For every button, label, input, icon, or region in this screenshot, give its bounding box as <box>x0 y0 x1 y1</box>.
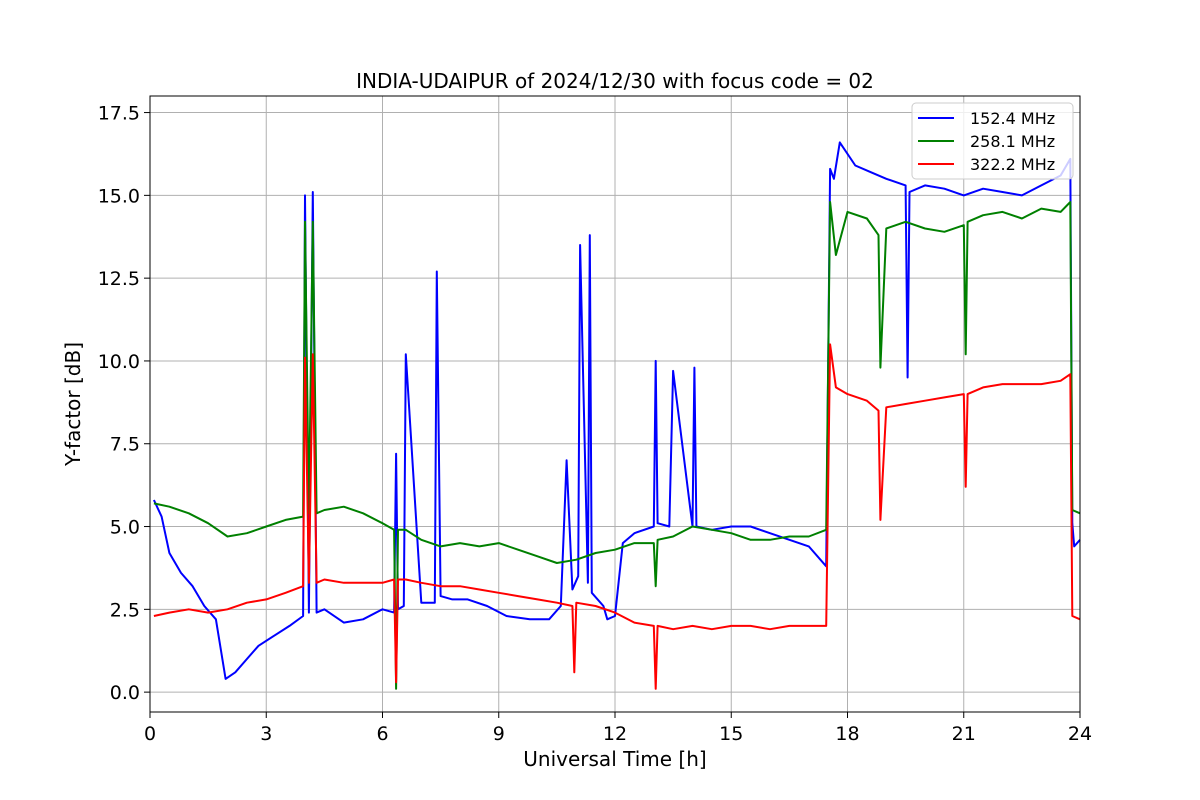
legend-box <box>911 102 1074 180</box>
y-tick-label: 12.5 <box>98 268 140 290</box>
series-line-2 <box>153 343 1081 690</box>
x-tick-label: 6 <box>376 723 388 745</box>
legend-label-0: 152.4 MHz <box>970 109 1055 128</box>
chart-title: INDIA-UDAIPUR of 2024/12/30 with focus c… <box>356 69 874 93</box>
ticks: 0 3 6 9 12 15 18 21 24 0.0 2.5 5.0 7.5 10.0 12.5 15.0 17… <box>98 103 1092 745</box>
legend-label-1: 258.1 MHz <box>970 132 1055 151</box>
series-layer <box>152 141 1081 690</box>
y-tick-label: 17.5 <box>98 103 140 125</box>
legend: 152.4 MHz 258.1 MHz 322.2 MHz <box>911 102 1074 180</box>
x-tick-label: 18 <box>835 723 859 745</box>
y-axis-label: Y-factor [dB] <box>61 342 85 467</box>
y-tick-label: 0.0 <box>110 682 140 704</box>
y-tick-label: 10.0 <box>98 351 140 373</box>
y-tick-label: 2.5 <box>110 599 140 621</box>
x-tick-label: 0 <box>144 723 156 745</box>
x-tick-label: 15 <box>719 723 743 745</box>
y-tick-label: 5.0 <box>110 517 140 539</box>
series-line-1 <box>153 201 1081 690</box>
x-tick-label: 9 <box>493 723 505 745</box>
legend-label-2: 322.2 MHz <box>970 155 1055 174</box>
x-tick-label: 12 <box>603 723 627 745</box>
x-tick-label: 3 <box>260 723 272 745</box>
y-tick-label: 7.5 <box>110 434 140 456</box>
x-axis-label: Universal Time [h] <box>523 747 706 771</box>
x-tick-label: 21 <box>952 723 976 745</box>
x-tick-label: 24 <box>1068 723 1092 745</box>
y-tick-label: 15.0 <box>98 185 140 207</box>
